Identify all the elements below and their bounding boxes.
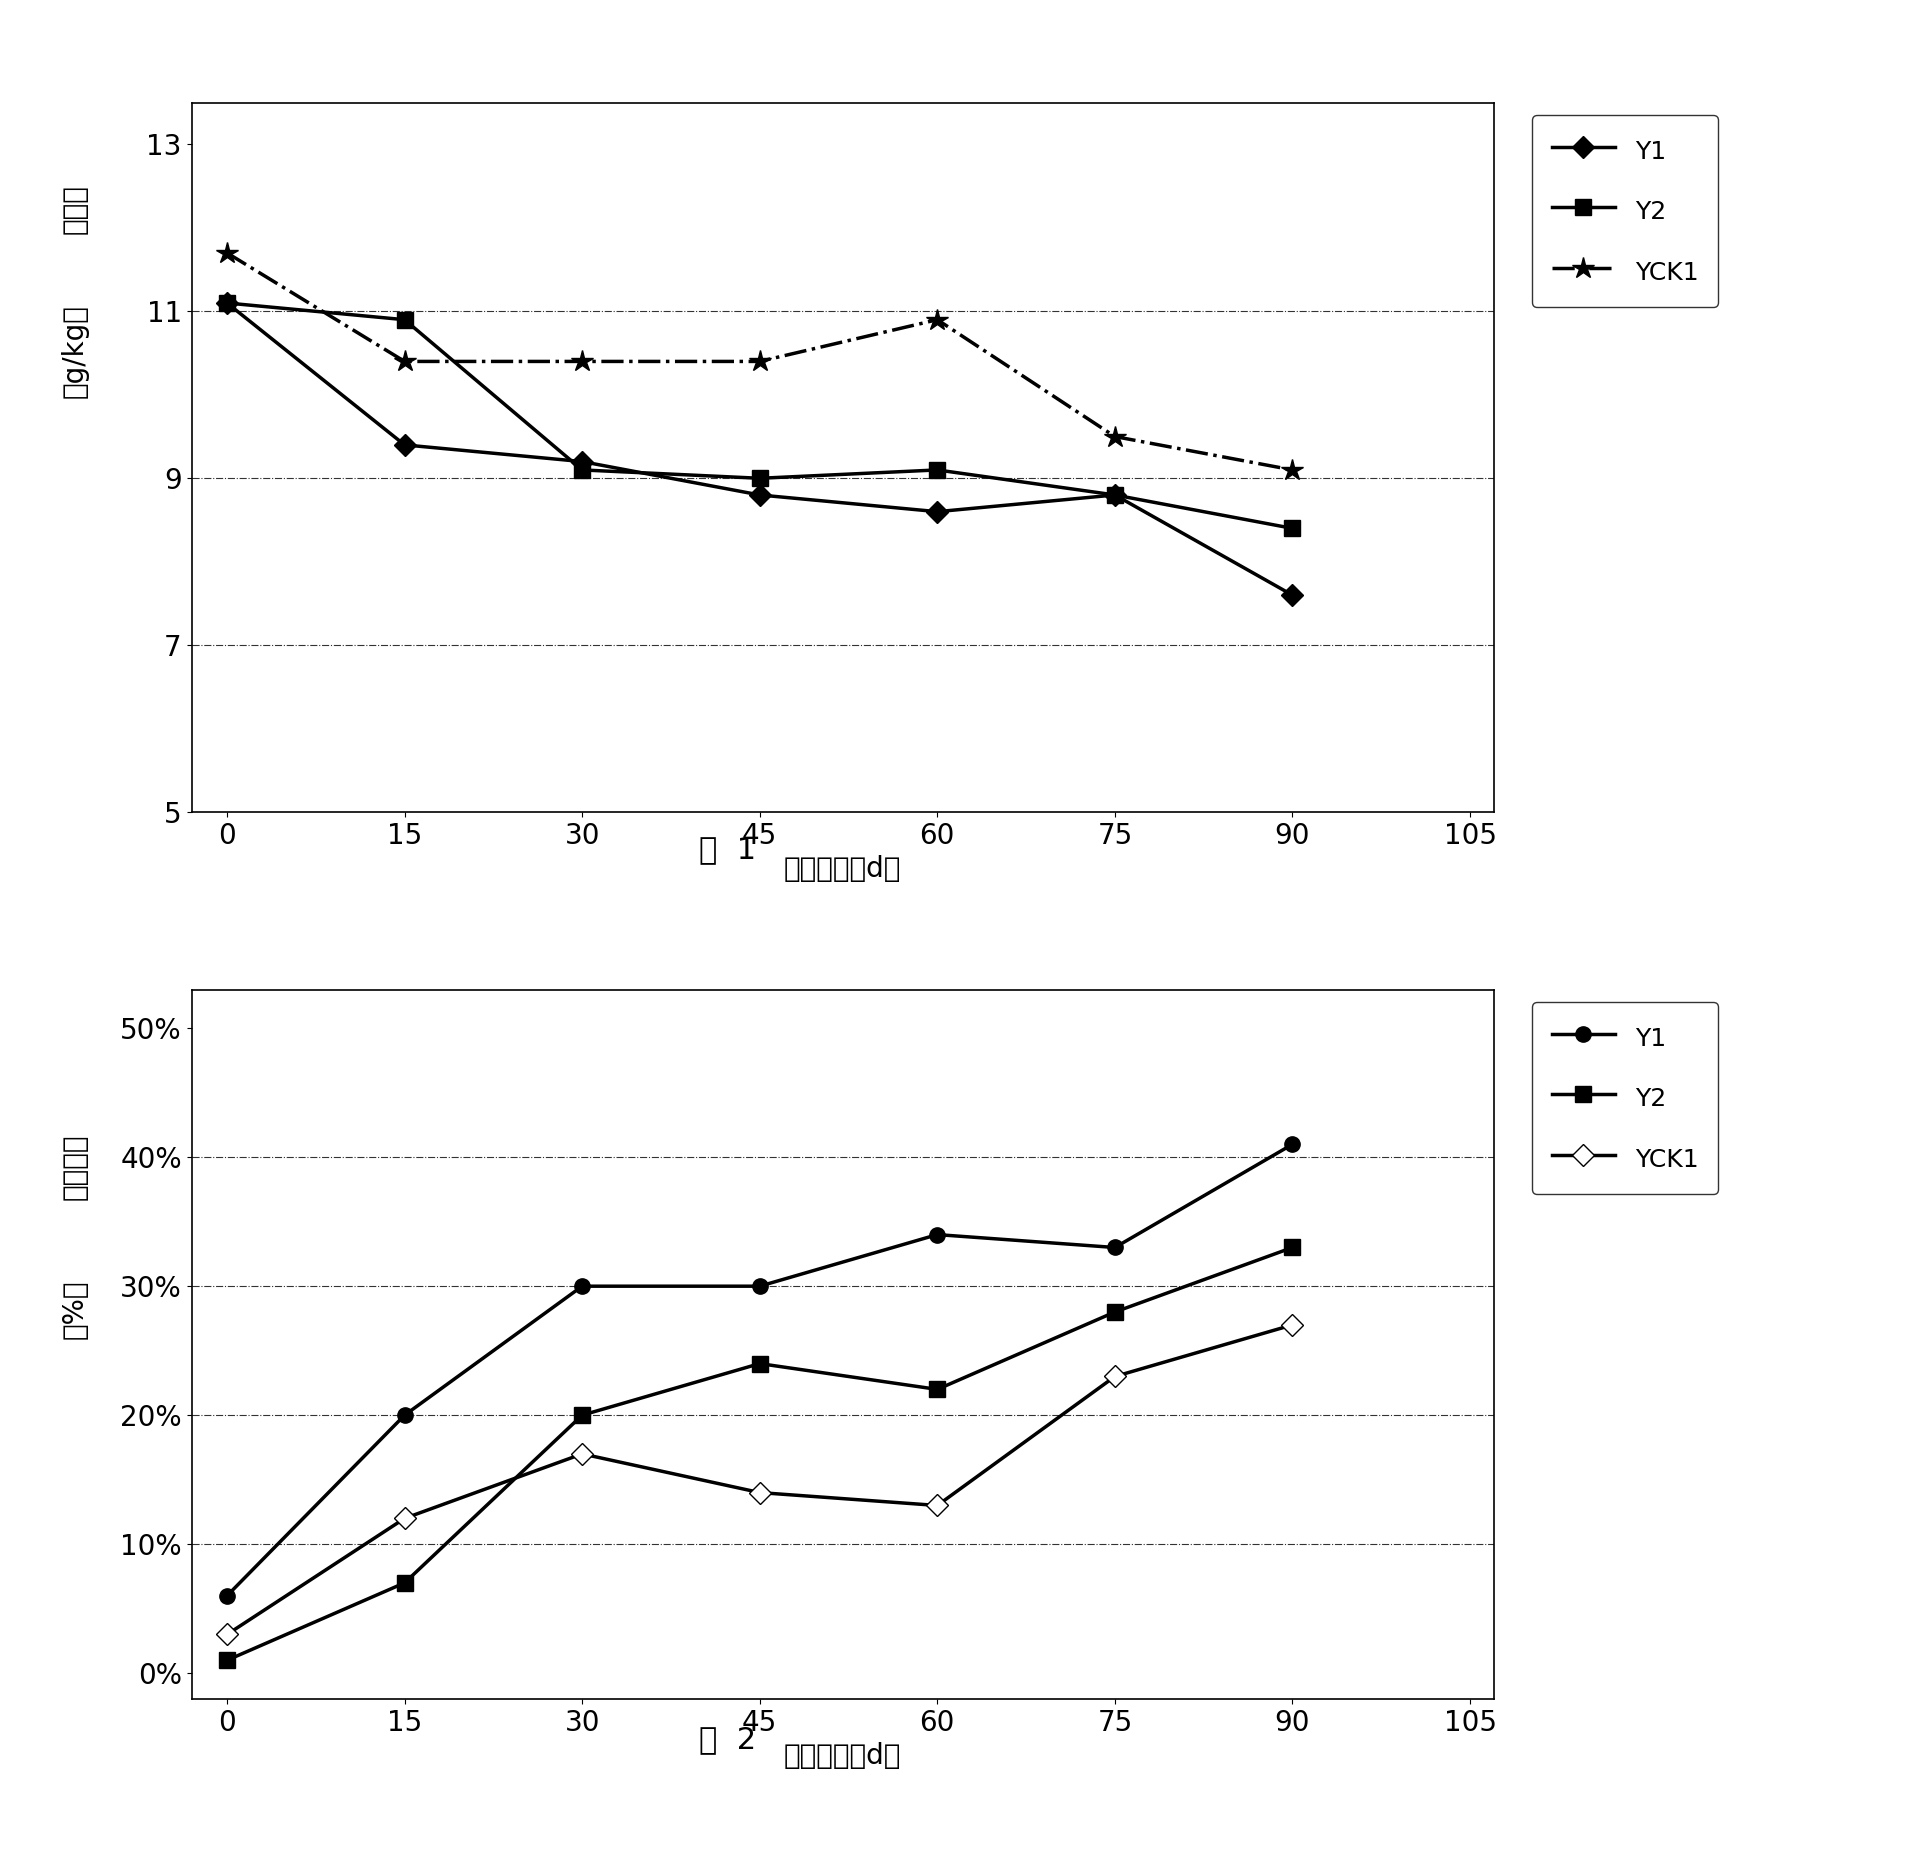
Text: 油含量: 油含量 <box>59 185 88 233</box>
YCK1 <box>1102 426 1125 448</box>
Line: YCK1: YCK1 <box>216 243 1303 482</box>
Text: 油去除率: 油去除率 <box>59 1133 88 1200</box>
Y2 <box>1280 517 1303 540</box>
Y1 <box>924 1223 947 1245</box>
Y1 <box>748 484 771 506</box>
YCK1 <box>1280 459 1303 482</box>
Y2 <box>748 1352 771 1374</box>
Y1 <box>216 291 239 314</box>
YCK1 <box>748 351 771 373</box>
YCK1 <box>392 351 415 373</box>
YCK1 <box>570 1443 593 1466</box>
Y1 <box>216 1585 239 1607</box>
YCK1 <box>924 308 947 330</box>
YCK1 <box>1102 1365 1125 1387</box>
Y2 <box>216 291 239 314</box>
X-axis label: 处理时间（d）: 处理时间（d） <box>783 855 901 883</box>
Y1 <box>924 500 947 523</box>
Y1 <box>1102 1236 1125 1258</box>
Y2 <box>748 467 771 489</box>
Y2 <box>924 459 947 482</box>
Y1 <box>392 433 415 456</box>
Text: 图  1: 图 1 <box>699 835 756 864</box>
Text: 图  2: 图 2 <box>699 1725 756 1755</box>
Y1 <box>1102 484 1125 506</box>
Line: Y2: Y2 <box>220 295 1300 536</box>
Y1 <box>748 1275 771 1298</box>
YCK1 <box>570 351 593 373</box>
Y1 <box>570 1275 593 1298</box>
X-axis label: 处理时间（d）: 处理时间（d） <box>783 1742 901 1770</box>
Y1 <box>570 450 593 472</box>
YCK1 <box>392 1507 415 1529</box>
Y1 <box>1280 584 1303 607</box>
Y2 <box>216 1649 239 1671</box>
YCK1 <box>924 1494 947 1516</box>
Line: YCK1: YCK1 <box>220 1318 1300 1643</box>
YCK1 <box>748 1481 771 1503</box>
Legend: Y1, Y2, YCK1: Y1, Y2, YCK1 <box>1531 1003 1717 1193</box>
YCK1 <box>216 1622 239 1645</box>
Y2 <box>570 459 593 482</box>
Y1 <box>392 1404 415 1426</box>
Y2 <box>924 1378 947 1400</box>
Legend: Y1, Y2, YCK1: Y1, Y2, YCK1 <box>1531 116 1717 306</box>
Line: Y2: Y2 <box>220 1240 1300 1667</box>
Line: Y1: Y1 <box>220 295 1300 603</box>
YCK1 <box>216 241 239 263</box>
Y1 <box>1280 1133 1303 1156</box>
Text: （%）: （%） <box>59 1279 88 1339</box>
Y2 <box>392 1572 415 1594</box>
Line: Y1: Y1 <box>220 1137 1300 1604</box>
YCK1 <box>1280 1314 1303 1337</box>
Y2 <box>392 308 415 330</box>
Y2 <box>1102 1301 1125 1324</box>
Y2 <box>570 1404 593 1426</box>
Y2 <box>1280 1236 1303 1258</box>
Y2 <box>1102 484 1125 506</box>
Text: （g/kg）: （g/kg） <box>59 304 88 398</box>
